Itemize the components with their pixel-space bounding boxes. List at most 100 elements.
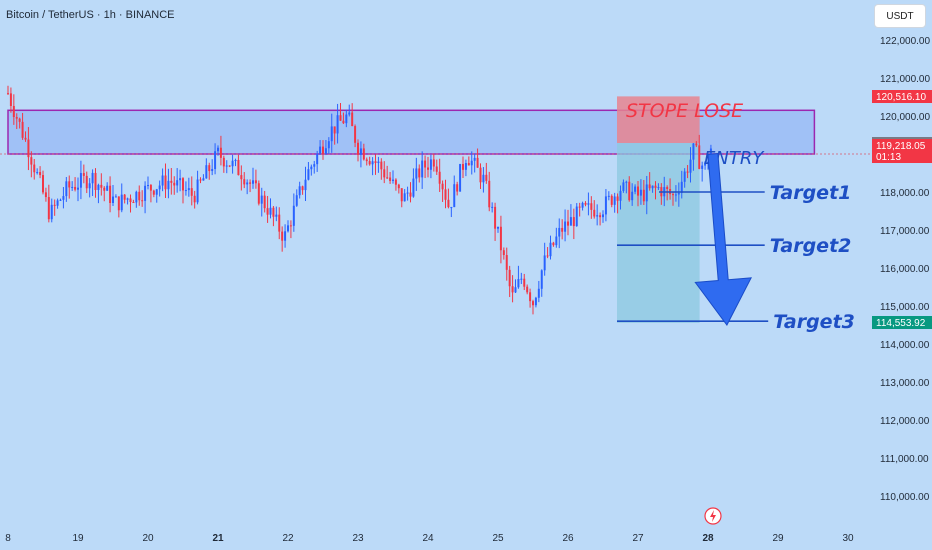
- candle-body: [85, 175, 88, 189]
- candle-body: [383, 169, 386, 178]
- candle-body: [529, 292, 532, 302]
- candle-body: [482, 174, 485, 183]
- candle-body: [374, 161, 377, 163]
- candle-body: [701, 165, 704, 169]
- candle-body: [173, 182, 176, 186]
- candle-body: [109, 185, 112, 203]
- candle-body: [567, 221, 569, 226]
- candle-body: [94, 172, 97, 190]
- candle-body: [281, 231, 284, 241]
- candle-body: [30, 157, 33, 165]
- candle-body: [546, 255, 549, 257]
- candle-body: [106, 185, 109, 191]
- candle-body: [596, 215, 599, 217]
- candle-body: [523, 278, 526, 287]
- candle-body: [648, 184, 651, 189]
- candle-body: [651, 185, 654, 189]
- candle-body: [149, 185, 152, 191]
- candle-body: [447, 199, 450, 208]
- candle-body: [88, 183, 91, 189]
- candle-body: [170, 180, 173, 183]
- candle-body: [292, 205, 295, 226]
- candle-body: [415, 168, 418, 179]
- candle-body: [497, 226, 499, 229]
- candle-body: [552, 242, 555, 246]
- candle-body: [593, 209, 596, 217]
- candle-body: [362, 148, 365, 160]
- candle-body: [272, 207, 275, 217]
- candle-body: [613, 196, 616, 205]
- candle-body: [27, 139, 30, 158]
- x-tick-label: 22: [282, 533, 294, 544]
- candle-body: [237, 159, 240, 176]
- x-tick-label: 19: [72, 533, 84, 544]
- candle-body: [301, 186, 304, 191]
- candle-body: [56, 200, 59, 206]
- candle-body: [438, 171, 441, 184]
- candle-body: [674, 194, 677, 196]
- candle-body: [123, 194, 126, 200]
- candle-body: [193, 195, 196, 203]
- candle-body: [680, 181, 683, 193]
- candle-body: [100, 184, 103, 188]
- candle-body: [453, 184, 456, 208]
- candle-body: [494, 206, 497, 229]
- x-tick-label: 24: [422, 533, 434, 544]
- candle-body: [368, 161, 371, 165]
- candle-body: [190, 188, 193, 196]
- candle-body: [371, 161, 374, 165]
- candle-body: [418, 168, 421, 178]
- price-tag: [872, 90, 932, 103]
- candle-body: [502, 250, 505, 256]
- candle-body: [254, 180, 257, 184]
- candle-body: [47, 197, 50, 220]
- currency-button[interactable]: USDT: [874, 4, 926, 28]
- candle-body: [537, 288, 540, 298]
- candle-body: [377, 161, 380, 163]
- x-tick-label: 25: [492, 533, 504, 544]
- candle-body: [77, 187, 79, 190]
- candle-body: [176, 180, 179, 186]
- x-tick-label: 30: [842, 533, 854, 544]
- candle-body: [394, 179, 397, 185]
- candle-body: [435, 166, 438, 172]
- candle-body: [327, 141, 330, 149]
- candle-body: [499, 226, 502, 251]
- candle-body: [246, 182, 249, 185]
- candle-body: [619, 190, 622, 201]
- y-tick-label: 111,000.00: [880, 454, 929, 465]
- candle-body: [205, 165, 208, 179]
- candle-body: [520, 278, 523, 280]
- candle-body: [561, 227, 564, 232]
- candle-body: [590, 203, 593, 210]
- candle-body: [68, 181, 71, 188]
- y-tick-label: 113,000.00: [880, 378, 930, 389]
- candle-body: [211, 169, 214, 172]
- candle-body: [534, 297, 537, 306]
- candle-body: [564, 221, 567, 232]
- candle-body: [464, 163, 467, 170]
- candle-body: [234, 159, 237, 161]
- candle-body: [657, 187, 660, 189]
- candle-body: [672, 194, 674, 196]
- x-tick-label: 8: [5, 533, 11, 544]
- candle-body: [692, 143, 695, 160]
- candle-body: [295, 195, 298, 206]
- candle-body: [141, 200, 144, 202]
- candle-body: [202, 178, 205, 181]
- candle-body: [208, 165, 211, 172]
- y-tick-label: 117,000.00: [880, 226, 930, 237]
- x-tick-label: 26: [562, 533, 574, 544]
- candle-body: [704, 162, 707, 166]
- price-tag-label: 120,516.10: [876, 92, 926, 103]
- candle-body: [406, 192, 409, 194]
- candle-body: [129, 198, 132, 203]
- candle-body: [126, 198, 129, 200]
- candle-body: [555, 236, 558, 246]
- candle-body: [365, 159, 368, 162]
- candle-body: [610, 195, 613, 205]
- candle-body: [526, 286, 529, 293]
- candle-body: [485, 174, 488, 181]
